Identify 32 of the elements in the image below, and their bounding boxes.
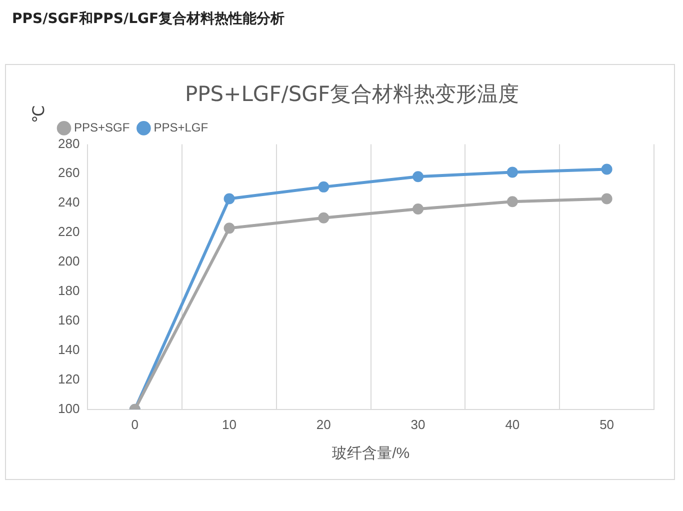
point <box>412 204 424 215</box>
y-tick-label: 140 <box>58 342 80 358</box>
point <box>601 193 612 204</box>
legend-label: PPS+SGF <box>74 120 130 135</box>
x-tick-label: 40 <box>505 416 520 432</box>
y-tick-label: 280 <box>58 136 80 151</box>
point <box>506 196 518 208</box>
point <box>506 166 518 178</box>
point <box>318 212 330 224</box>
y-tick-label: 260 <box>58 165 80 180</box>
point <box>318 181 330 192</box>
point <box>601 164 612 175</box>
point <box>412 171 424 182</box>
y-tick-label: 220 <box>58 224 80 240</box>
y-tick-label: 100 <box>58 400 80 416</box>
x-tick-label: 20 <box>316 416 331 432</box>
x-tick-label: 50 <box>600 416 614 432</box>
chart-title: PPS/SGF和PPS/LGF复合材料热性能分析 <box>12 10 285 28</box>
y-tick-label: 160 <box>58 312 80 328</box>
y-tick-label: 240 <box>58 194 80 210</box>
x-tick-label: 0 <box>131 416 138 432</box>
point <box>224 222 235 234</box>
chart-subtitle: PPS+LGF/SGF复合材料热变形温度 <box>184 82 520 106</box>
x-axis-title: 玻纤含量/% <box>332 445 410 462</box>
x-tick-label: 10 <box>222 416 236 432</box>
x-tick-label: 30 <box>410 416 426 432</box>
point <box>224 193 235 204</box>
y-axis-title: ℃ <box>28 105 48 124</box>
y-tick-label: 200 <box>58 254 80 269</box>
legend-label: PPS+LGF <box>154 120 208 135</box>
y-tick-label: 120 <box>58 372 80 387</box>
y-tick-label: 180 <box>58 283 80 298</box>
